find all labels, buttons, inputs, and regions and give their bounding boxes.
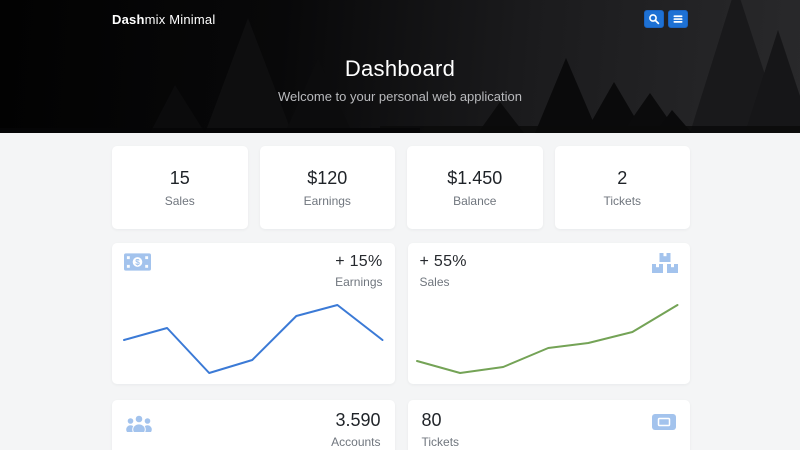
search-button[interactable] [644, 10, 664, 28]
delta-value: + 15% [335, 253, 383, 270]
stat-card-balance[interactable]: $1.450 Balance [407, 146, 543, 229]
earnings-line-chart [123, 304, 384, 374]
foot-value: 80 [421, 410, 442, 430]
chart-summary: + 15% Earnings [335, 253, 382, 289]
delta-value: + 55% [419, 253, 467, 270]
footer-cards-row: 3.590 Accounts 80 Tickets [112, 400, 690, 450]
foot-summary: 3.590 Accounts [331, 410, 380, 449]
accounts-card[interactable]: 3.590 Accounts [112, 400, 395, 450]
stat-value: 15 [169, 167, 190, 188]
brand-bold: Dash [112, 11, 145, 27]
navbar-actions [644, 10, 688, 28]
money-bill-icon: $ [124, 253, 151, 289]
sales-line-chart [415, 304, 678, 374]
page-title: Dashboard [344, 56, 456, 81]
chart-card-header: $ + 15% Earnings [124, 253, 383, 289]
stat-label: Balance [453, 193, 497, 208]
stat-value: $1.450 [447, 167, 503, 188]
stat-label: Sales [164, 193, 195, 208]
stats-row: 15 Sales $120 Earnings $1.450 Balance 2 … [112, 146, 690, 229]
foot-summary: 80 Tickets [422, 410, 677, 449]
foot-value: 3.590 [335, 410, 381, 430]
ticket-icon [652, 414, 676, 430]
sales-chart-card: + 55% Sales [407, 243, 690, 384]
hero-header: Dashmix Minimal [0, 0, 800, 133]
brand-logo[interactable]: Dashmix Minimal [112, 12, 215, 27]
chart-summary: + 55% Sales [420, 253, 467, 289]
stat-card-earnings[interactable]: $120 Earnings [259, 146, 395, 229]
earnings-chart-card: $ + 15% Earnings [112, 243, 395, 384]
brand-rest: mix Minimal [144, 11, 216, 27]
chart-card-header: + 55% Sales [420, 253, 678, 289]
main-content: 15 Sales $120 Earnings $1.450 Balance 2 … [0, 133, 800, 450]
svg-text:$: $ [135, 258, 140, 267]
search-icon [648, 13, 660, 25]
delta-label: Sales [419, 275, 450, 289]
forest-background-image [0, 0, 800, 133]
cubes-icon [652, 253, 678, 289]
stat-value: 2 [617, 167, 628, 188]
content-container: 15 Sales $120 Earnings $1.450 Balance 2 … [112, 146, 690, 450]
foot-label: Tickets [421, 435, 460, 449]
hero-heading: Dashboard Welcome to your personal web a… [0, 56, 800, 104]
stat-card-sales[interactable]: 15 Sales [112, 146, 248, 229]
stat-label: Tickets [603, 193, 642, 208]
stat-label: Earnings [303, 193, 351, 208]
stat-card-tickets[interactable]: 2 Tickets [554, 146, 690, 229]
stat-value: $120 [307, 167, 348, 188]
foot-label: Accounts [331, 435, 381, 449]
menu-button[interactable] [668, 10, 688, 28]
charts-row: $ + 15% Earnings [112, 243, 690, 384]
users-icon [126, 414, 152, 436]
page-subtitle: Welcome to your personal web application [277, 89, 522, 104]
top-navbar: Dashmix Minimal [0, 0, 800, 38]
tickets-card[interactable]: 80 Tickets [407, 400, 690, 450]
delta-label: Earnings [335, 275, 383, 289]
menu-bars-icon [672, 13, 684, 25]
